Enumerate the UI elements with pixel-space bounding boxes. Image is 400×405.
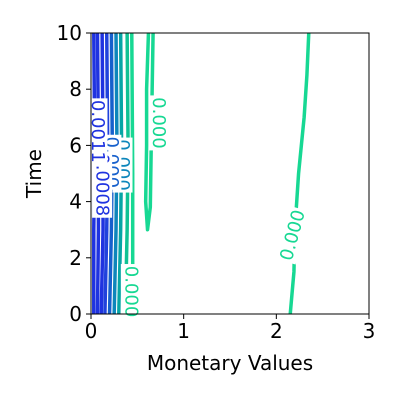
y-tick-label: 10	[57, 21, 82, 45]
y-axis-ticks: 0 2 4 6 8 10	[57, 21, 91, 326]
contour-label: 0.000	[120, 264, 141, 320]
x-tick-label: 3	[363, 319, 376, 343]
contour-label: 0.0011	[87, 98, 108, 165]
x-tick-label: 0	[85, 319, 98, 343]
contour-label: 0.000	[148, 95, 169, 151]
svg-text:0.000: 0.000	[276, 208, 310, 263]
contour-label: 0.0008	[92, 151, 113, 218]
svg-text:0.000: 0.000	[120, 266, 141, 318]
svg-text:0.0008: 0.0008	[92, 153, 113, 216]
x-axis-label: Monetary Values	[147, 351, 313, 375]
x-tick-label: 1	[177, 319, 190, 343]
contour-label: 0.000	[276, 206, 310, 265]
y-tick-label: 0	[69, 302, 82, 326]
y-tick-label: 6	[69, 133, 82, 157]
y-tick-label: 2	[69, 246, 82, 270]
svg-text:0.000: 0.000	[148, 97, 169, 149]
plot-frame	[90, 32, 370, 315]
y-tick-label: 8	[69, 77, 82, 101]
x-tick-label: 2	[270, 319, 283, 343]
svg-text:0.0011: 0.0011	[87, 100, 108, 163]
y-tick-label: 4	[69, 190, 82, 214]
y-axis-label: Time	[22, 149, 46, 199]
x-axis-ticks: 0 1 2 3	[85, 314, 376, 343]
contour-line	[288, 33, 311, 314]
